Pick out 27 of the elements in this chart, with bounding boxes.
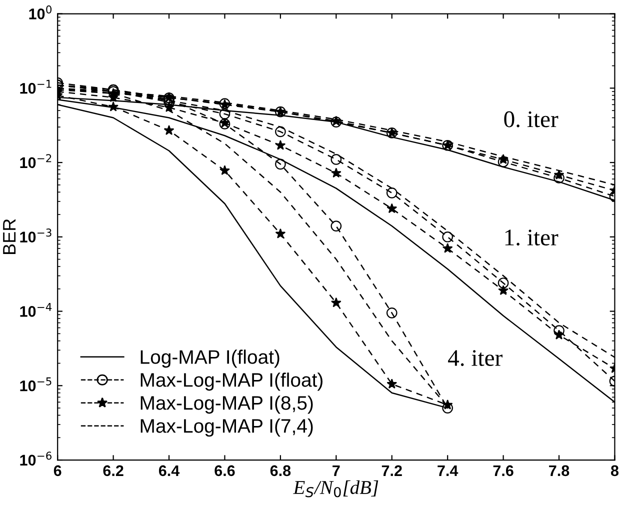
- x-tick-label: 6.8: [270, 465, 291, 476]
- y-tick-label: 10$^{−5}$: [20, 377, 52, 392]
- x-tick-label: 6: [54, 465, 62, 476]
- y-tick-label: 10$^{−2}$: [20, 154, 52, 168]
- annotation: 0. iter: [504, 111, 558, 128]
- x-tick-label: 7.4: [438, 465, 458, 476]
- y-tick-label: 10$^{−3}$: [20, 228, 52, 242]
- x-tick-label: 6.2: [103, 465, 124, 476]
- x-tick-label: 7.8: [549, 465, 570, 476]
- x-tick-label: 8: [610, 465, 619, 476]
- x-tick-label: 6.6: [214, 465, 235, 476]
- annotation: 1. iter: [505, 230, 558, 246]
- legend-label: Max-Log-MAP I(7,4): [140, 418, 313, 437]
- y-tick-label: 10$^{−1}$: [20, 80, 52, 94]
- x-tick-label: 7.6: [493, 465, 514, 476]
- annotation: 4. iter: [448, 350, 502, 366]
- legend-label: Log-MAP I(float): [140, 350, 280, 368]
- legend-label: Max-Log-MAP I(float): [140, 372, 322, 391]
- y-axis-title: BER: [3, 219, 16, 254]
- x-tick-label: 7.2: [382, 465, 402, 476]
- y-tick-label: 10$^{−4}$: [20, 303, 52, 317]
- x-axis-title: E$_{S}$/N$_{0}$[dB]: [293, 480, 378, 498]
- x-tick-label: 6.4: [158, 465, 180, 476]
- x-tick-label: 7: [332, 465, 340, 476]
- y-tick-label: 10$^{0}$: [29, 5, 52, 20]
- legend-label: Max-Log-MAP I(8,5): [140, 396, 313, 414]
- y-tick-label: 10$^{−6}$: [20, 452, 52, 466]
